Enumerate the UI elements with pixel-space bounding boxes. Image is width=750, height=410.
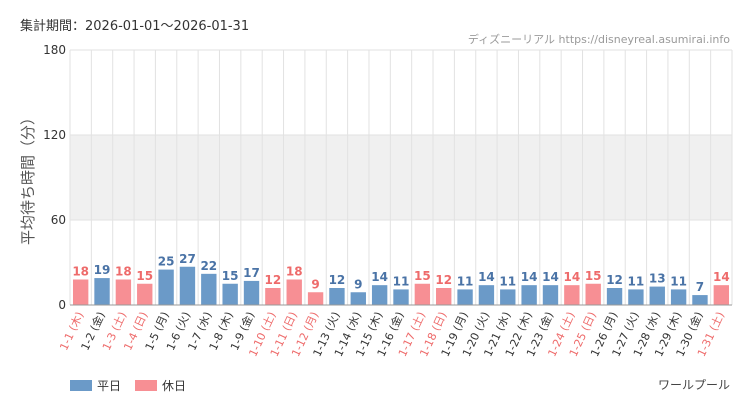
data-label: 18 xyxy=(72,265,89,279)
bar xyxy=(542,285,559,305)
bar xyxy=(478,285,495,305)
bar xyxy=(414,283,431,305)
data-label: 18 xyxy=(115,265,132,279)
bar xyxy=(115,279,132,305)
bar xyxy=(265,288,281,305)
data-label: 14 xyxy=(371,270,388,284)
data-label: 9 xyxy=(354,277,362,291)
data-label: 14 xyxy=(563,270,580,284)
data-label: 11 xyxy=(670,274,687,288)
data-label: 19 xyxy=(94,263,111,277)
legend-swatch-weekday xyxy=(70,380,92,391)
data-label: 12 xyxy=(435,273,452,287)
data-label: 11 xyxy=(499,274,516,288)
bar xyxy=(393,289,409,305)
data-label: 27 xyxy=(179,252,196,266)
bar xyxy=(606,288,623,305)
bar xyxy=(670,289,687,305)
y-tick-label: 180 xyxy=(43,43,66,57)
data-label: 25 xyxy=(158,255,175,269)
legend-swatch-holiday xyxy=(135,380,157,391)
bar xyxy=(201,273,217,305)
bar xyxy=(137,283,153,305)
grid-lines xyxy=(69,49,733,306)
bar xyxy=(436,288,452,305)
data-label: 12 xyxy=(329,273,346,287)
source-label: ディズニーリアル https://disneyreal.asumirai.inf… xyxy=(468,32,730,46)
bar xyxy=(371,285,388,305)
bar xyxy=(713,285,730,305)
shaded-range-band xyxy=(70,135,732,220)
data-label: 15 xyxy=(136,269,153,283)
bar xyxy=(179,266,196,305)
bar xyxy=(564,285,580,305)
bar xyxy=(457,289,473,305)
data-label: 12 xyxy=(265,273,282,287)
bar xyxy=(243,280,260,305)
data-label: 22 xyxy=(200,259,217,273)
bar xyxy=(222,283,238,305)
data-label: 12 xyxy=(606,273,623,287)
attraction-name: ワールプール xyxy=(658,378,730,392)
bar xyxy=(628,289,644,305)
bar xyxy=(350,292,366,305)
x-axis-ticks: 1-1 (木)1-2 (金)1-3 (土)1-4 (日)1-5 (月)1-6 (… xyxy=(57,309,727,358)
y-tick-label: 60 xyxy=(51,213,66,227)
bar xyxy=(94,278,110,305)
bar xyxy=(585,283,601,305)
data-label: 17 xyxy=(243,266,260,280)
y-tick-label: 120 xyxy=(43,128,66,142)
data-label: 7 xyxy=(696,280,704,294)
data-label: 14 xyxy=(478,270,495,284)
data-label: 14 xyxy=(542,270,559,284)
data-labels: 18 19 18 15 25 27 22 15 17 12 18 9 12 9 14 11 15 12 11 14 11… xyxy=(72,252,729,294)
legend-label-holiday: 休日 xyxy=(162,379,186,393)
bar xyxy=(72,279,89,305)
bar xyxy=(158,269,174,305)
data-label: 13 xyxy=(649,272,666,286)
bar xyxy=(329,288,345,305)
legend: 平日 休日 xyxy=(70,379,186,393)
data-label: 11 xyxy=(393,274,410,288)
data-label: 11 xyxy=(457,274,474,288)
bar xyxy=(500,289,516,305)
data-label: 15 xyxy=(414,269,431,283)
data-label: 15 xyxy=(585,269,602,283)
y-axis-ticks: 0 60 120 180 xyxy=(43,43,66,312)
data-label: 18 xyxy=(286,265,303,279)
data-label: 11 xyxy=(628,274,645,288)
bar xyxy=(649,286,665,305)
y-axis-label: 平均待ち時間（分） xyxy=(19,110,37,245)
y-tick-label: 0 xyxy=(58,298,66,312)
data-label: 15 xyxy=(222,269,239,283)
data-label: 14 xyxy=(713,270,730,284)
bar xyxy=(692,295,708,305)
period-label: 集計期間：2026-01-01～2026-01-31 xyxy=(20,18,249,34)
legend-label-weekday: 平日 xyxy=(97,379,121,393)
bars xyxy=(72,266,730,305)
data-label: 14 xyxy=(521,270,538,284)
bar xyxy=(286,279,302,305)
bar xyxy=(521,285,537,305)
bar xyxy=(307,292,324,305)
data-label: 9 xyxy=(311,277,319,291)
